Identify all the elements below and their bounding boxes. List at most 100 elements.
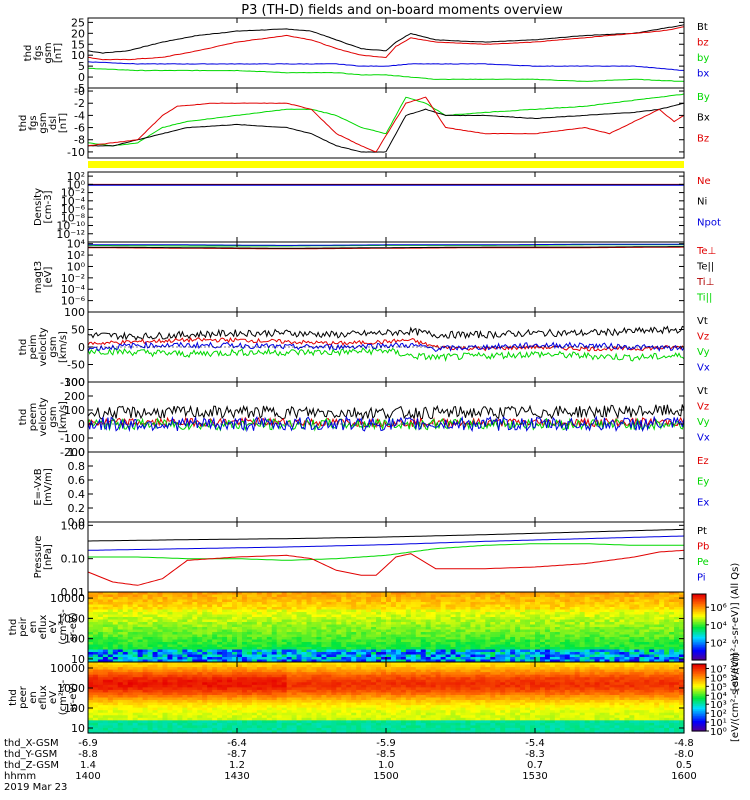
y-tick-label: 10⁻⁴ xyxy=(61,283,86,296)
heatmap-cell xyxy=(549,652,556,656)
heatmap-cell xyxy=(445,654,452,658)
heatmap-cell xyxy=(261,604,268,608)
heatmap-cell xyxy=(142,669,149,673)
heatmap-cell xyxy=(122,710,129,714)
heatmap-cell xyxy=(346,602,352,606)
heatmap-cell xyxy=(321,649,327,653)
heatmap-cell xyxy=(366,624,372,628)
heatmap-cell xyxy=(430,619,437,623)
heatmap-cell xyxy=(162,689,169,694)
heatmap-cell xyxy=(544,637,551,641)
heatmap-cell xyxy=(674,657,680,661)
heatmap-cell xyxy=(152,669,159,673)
heatmap-cell xyxy=(400,609,407,613)
heatmap-cell xyxy=(281,722,288,726)
heatmap-cell xyxy=(177,664,183,668)
heatmap-cell xyxy=(172,597,178,601)
heatmap-cell xyxy=(92,634,99,638)
heatmap-cell xyxy=(530,632,536,636)
heatmap-cell xyxy=(569,634,576,638)
heatmap-cell xyxy=(669,634,675,638)
heatmap-cell xyxy=(197,659,203,663)
heatmap-cell xyxy=(301,694,308,699)
heatmap-cell xyxy=(470,597,476,601)
heatmap-cell xyxy=(549,644,556,648)
heatmap-cell xyxy=(202,614,208,618)
heatmap-cell xyxy=(609,609,616,613)
heatmap-cell xyxy=(97,682,104,686)
heatmap-cell xyxy=(594,602,601,606)
heatmap-cell xyxy=(530,639,536,643)
heatmap-cell xyxy=(405,599,412,603)
heatmap-cell xyxy=(291,639,298,643)
heatmap-cell xyxy=(659,617,665,621)
heatmap-cell xyxy=(157,599,164,603)
heatmap-cell xyxy=(559,604,566,608)
heatmap-cell xyxy=(222,639,228,643)
heatmap-cell xyxy=(535,592,541,596)
heatmap-cell xyxy=(490,592,496,596)
heatmap-cell xyxy=(127,667,134,671)
heatmap-cell xyxy=(137,599,144,603)
heatmap-cell xyxy=(207,607,213,611)
heatmap-cell xyxy=(212,725,218,729)
heatmap-cell xyxy=(177,667,183,671)
heatmap-cell xyxy=(286,677,293,681)
heatmap-cell xyxy=(346,642,352,646)
heatmap-cell xyxy=(281,654,288,658)
heatmap-cell xyxy=(232,619,238,623)
heatmap-cell xyxy=(107,607,114,611)
heatmap-cell xyxy=(192,654,198,658)
heatmap-cell xyxy=(286,682,293,686)
heatmap-cell xyxy=(589,602,596,606)
heatmap-cell xyxy=(539,607,546,611)
heatmap-cell xyxy=(326,607,332,611)
heatmap-cell xyxy=(629,592,635,596)
heatmap-cell xyxy=(241,687,248,691)
heatmap-cell xyxy=(241,697,248,701)
heatmap-cell xyxy=(599,657,606,661)
heatmap-cell xyxy=(271,722,278,726)
heatmap-cell xyxy=(251,727,258,732)
heatmap-cell xyxy=(152,624,159,628)
heatmap-cell xyxy=(485,624,491,628)
heatmap-cell xyxy=(192,652,198,656)
heatmap-cell xyxy=(351,599,357,603)
heatmap-cell xyxy=(346,619,352,623)
heatmap-cell xyxy=(122,649,129,653)
heatmap-cell xyxy=(589,592,596,596)
heatmap-cell xyxy=(316,657,323,661)
heatmap-cell xyxy=(405,637,412,641)
heatmap-cell xyxy=(659,657,665,661)
heatmap-cell xyxy=(296,720,303,724)
heatmap-cell xyxy=(286,627,293,631)
heatmap-cell xyxy=(237,654,243,658)
heatmap-cell xyxy=(624,644,630,648)
heatmap-cell xyxy=(435,604,442,608)
heatmap-cell xyxy=(117,702,124,706)
heatmap-cell xyxy=(525,597,531,601)
heatmap-cell xyxy=(227,722,233,726)
heatmap-cell xyxy=(669,654,675,658)
heatmap-cell xyxy=(102,694,109,699)
panel-frame xyxy=(87,17,685,89)
heatmap-cell xyxy=(619,617,625,621)
heatmap-cell xyxy=(465,659,472,663)
heatmap-cell xyxy=(107,674,114,678)
heatmap-cell xyxy=(207,707,213,711)
heatmap-cell xyxy=(311,592,318,596)
heatmap-cell xyxy=(197,604,203,608)
heatmap-cell xyxy=(92,662,99,666)
heatmap-cell xyxy=(604,632,611,636)
heatmap-cell xyxy=(197,707,203,711)
heatmap-cell xyxy=(321,639,327,643)
colorbar-cell xyxy=(692,617,706,620)
heatmap-cell xyxy=(88,712,94,716)
heatmap-cell xyxy=(430,614,437,618)
legend-entry: bz xyxy=(697,38,709,49)
heatmap-cell xyxy=(425,659,432,663)
heatmap-cell xyxy=(331,659,337,663)
heatmap-cell xyxy=(117,687,124,691)
heatmap-cell xyxy=(142,717,149,721)
heatmap-cell xyxy=(664,592,670,596)
